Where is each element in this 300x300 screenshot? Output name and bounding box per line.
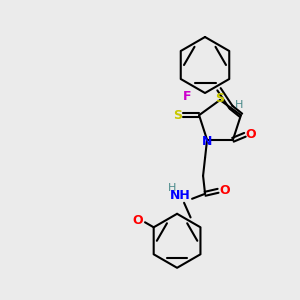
Text: S: S [215,92,224,106]
Text: H: H [168,183,176,193]
Text: O: O [220,184,230,197]
Text: S: S [174,109,183,122]
Text: O: O [246,128,256,141]
Text: H: H [235,100,243,110]
Text: NH: NH [170,189,190,202]
Text: N: N [202,135,212,148]
Text: O: O [133,214,143,227]
Text: F: F [183,90,191,103]
